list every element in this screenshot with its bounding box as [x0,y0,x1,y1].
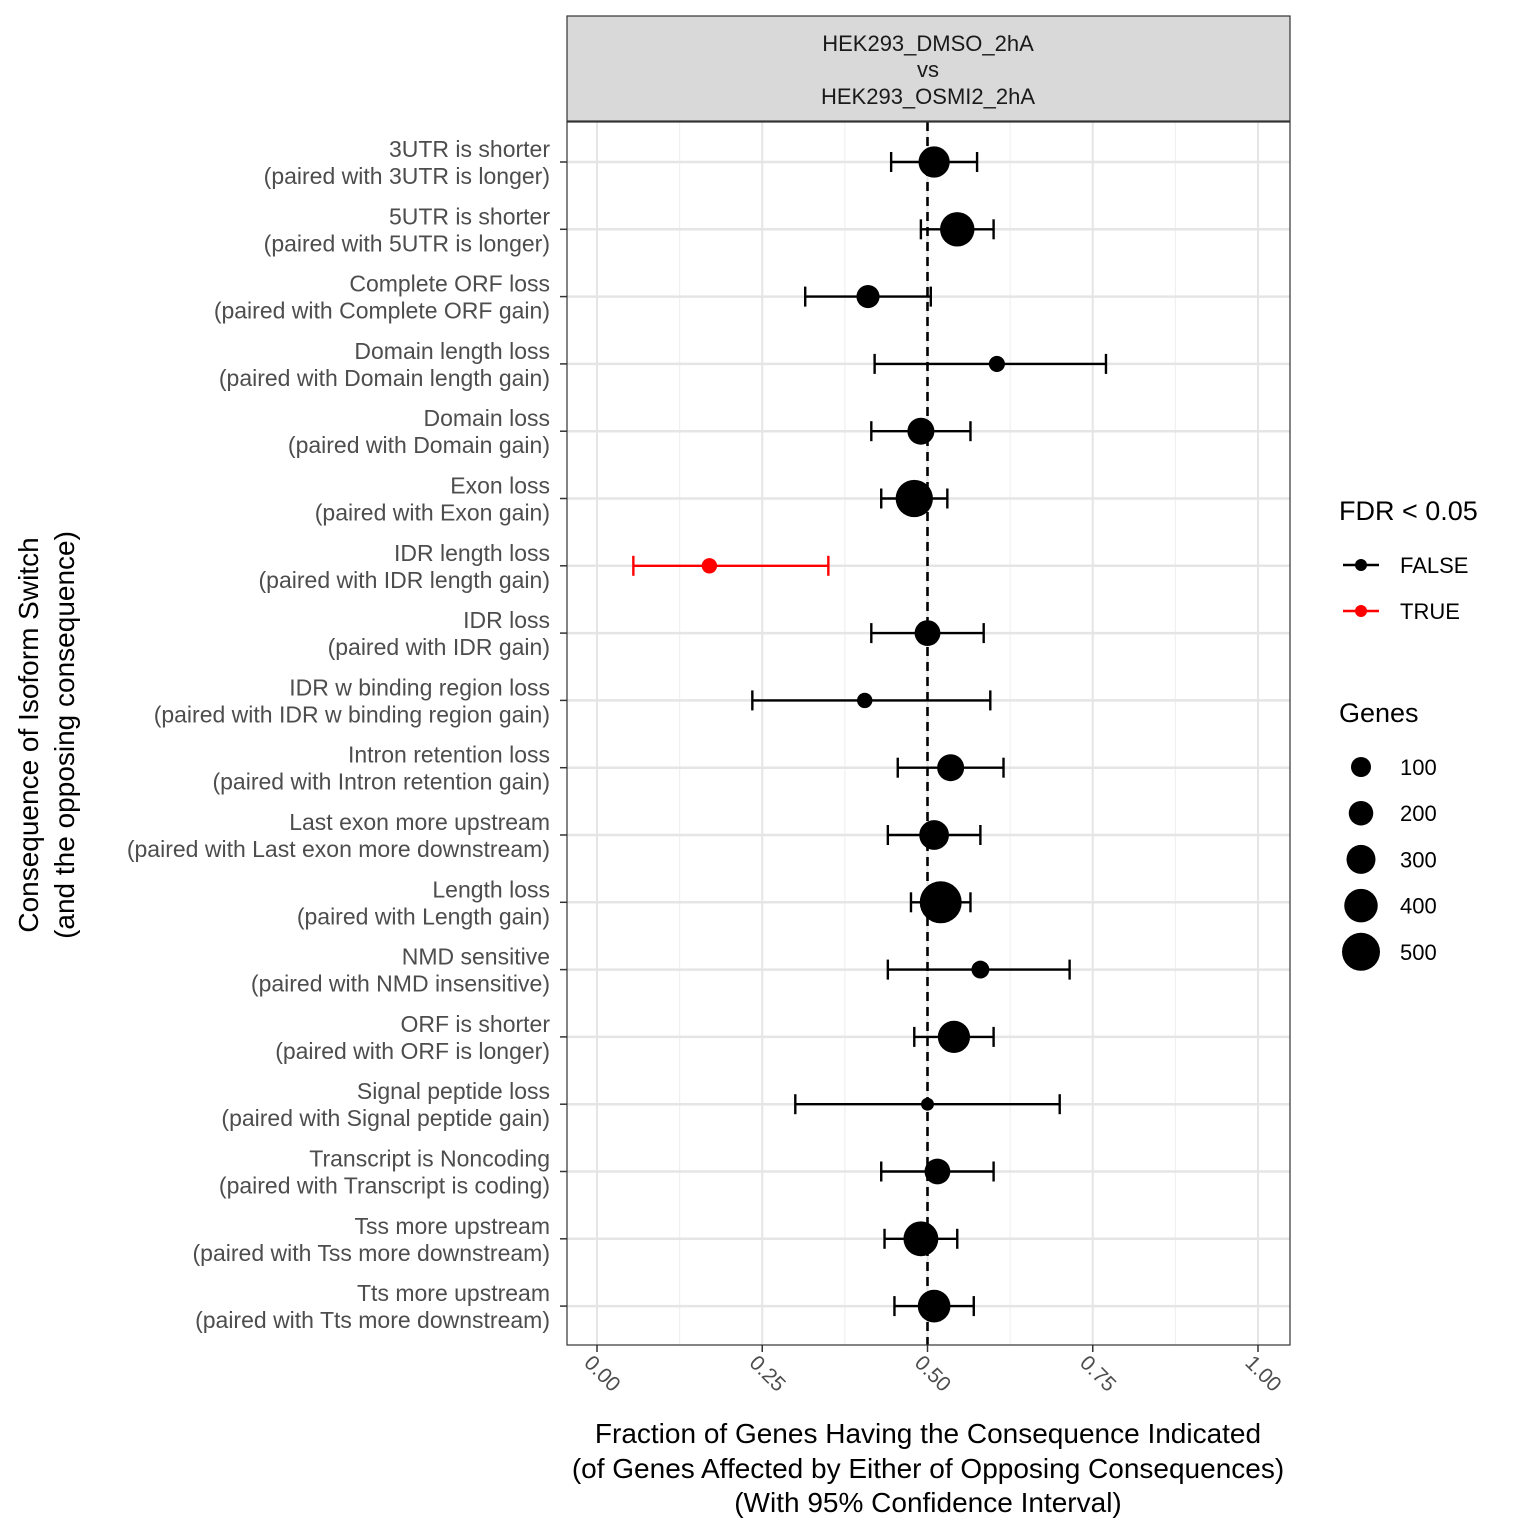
y-axis-title: Consequence of Isoform Switch (and the o… [13,531,80,939]
data-point [907,417,935,445]
y-label-paired: (paired with IDR length gain) [259,567,550,593]
data-point [919,881,962,924]
legend-genes-label: 400 [1400,894,1437,919]
legend-genes-key-point [1342,932,1380,971]
legend-genes-title: Genes [1339,698,1419,728]
y-label-consequence: Complete ORF loss [349,271,550,297]
panel-border [566,121,1291,1346]
y-label-paired: (paired with Domain length gain) [219,365,550,391]
data-point [971,960,990,979]
legend-genes-label: 300 [1400,847,1437,872]
legend-fdr-label: FALSE [1400,553,1468,578]
y-label-paired: (paired with IDR gain) [328,634,550,660]
y-label-paired: (paired with Last exon more downstream) [127,836,550,862]
legend-fdr-label: TRUE [1400,599,1460,624]
legend: FDR < 0.05 Genes FALSE TRUE 100 200 300 400 50… [1339,496,1478,971]
y-label-paired: (paired with Length gain) [297,903,550,929]
data-point [940,212,975,247]
legend-genes-label: 200 [1400,801,1437,826]
y-label-consequence: ORF is shorter [400,1011,550,1037]
y-label-paired: (paired with Domain gain) [288,432,550,458]
y-label-paired: (paired with Complete ORF gain) [214,298,550,324]
y-label-consequence: 5UTR is shorter [389,203,550,229]
x-tick-label: 0.00 [579,1351,624,1396]
x-tick-label: 0.25 [745,1351,790,1396]
legend-fdr-key-point [1355,559,1367,571]
y-label-consequence: Signal peptide loss [357,1078,550,1104]
legend-genes-label: 500 [1400,940,1437,965]
y-label-paired: (paired with 5UTR is longer) [264,230,550,256]
facet-strip-background [566,15,1291,122]
data-point [921,1097,934,1111]
legend-genes-key-point [1351,757,1371,777]
y-axis-tick-labels: 3UTR is shorter(paired with 3UTR is long… [127,136,567,1333]
y-label-consequence: IDR w binding region loss [289,674,550,700]
data-point [856,285,880,309]
legend-genes-key-point [1346,844,1376,874]
y-axis-title-line-1: Consequence of Isoform Switch [13,537,44,932]
y-label-consequence: Last exon more upstream [289,809,550,835]
data-point [917,1289,951,1323]
data-point [988,355,1005,372]
y-label-consequence: Exon loss [450,473,550,499]
x-axis-title: Fraction of Genes Having the Consequence… [572,1418,1284,1518]
legend-fdr-title: FDR < 0.05 [1339,496,1478,526]
data-point [919,820,949,850]
data-point [937,754,965,782]
y-label-consequence: Tss more upstream [354,1213,550,1239]
y-label-paired: (paired with Intron retention gain) [212,769,550,795]
y-label-consequence: IDR loss [463,607,550,633]
x-axis-title-line-1: Fraction of Genes Having the Consequence… [595,1418,1261,1449]
y-label-consequence: Domain length loss [354,338,550,364]
y-label-consequence: NMD sensitive [402,944,550,970]
plot-panel [566,121,1291,1346]
data-marks [632,146,1108,1323]
y-label-paired: (paired with Exon gain) [315,500,550,526]
data-point [937,1020,971,1054]
x-axis-title-line-3: (With 95% Confidence Interval) [734,1487,1122,1518]
x-axis-title-line-2: (of Genes Affected by Either of Opposing… [572,1453,1284,1484]
data-point [918,146,950,178]
y-label-paired: (paired with 3UTR is longer) [264,163,550,189]
y-label-consequence: Intron retention loss [348,742,550,768]
y-label-consequence: Domain loss [423,405,550,431]
data-point [914,620,941,646]
y-label-consequence: Transcript is Noncoding [309,1146,550,1172]
y-label-consequence: IDR length loss [394,540,550,566]
data-point [895,479,933,518]
x-tick-label: 0.75 [1075,1351,1120,1396]
y-label-consequence: 3UTR is shorter [389,136,550,162]
facet-strip-line-2: vs [917,57,939,82]
y-label-paired: (paired with IDR w binding region gain) [154,701,550,727]
y-label-consequence: Length loss [432,876,550,902]
legend-fdr-key-point [1355,605,1367,617]
facet-strip-line-3: HEK293_OSMI2_2hA [821,84,1035,109]
y-label-paired: (paired with Transcript is coding) [219,1173,550,1199]
legend-genes-key-point [1348,800,1374,826]
x-tick-label: 1.00 [1240,1351,1285,1396]
x-axis-tick-labels: 0.00 0.25 0.50 0.75 1.00 [579,1345,1286,1396]
y-label-consequence: Tts more upstream [357,1280,550,1306]
y-label-paired: (paired with Signal peptide gain) [221,1105,550,1131]
data-point [857,692,873,709]
legend-genes-label: 100 [1400,755,1437,780]
data-point [903,1221,939,1257]
y-label-paired: (paired with ORF is longer) [275,1038,550,1064]
legend-genes-key-point [1344,888,1378,923]
y-axis-title-line-2: (and the opposing consequence) [49,531,80,939]
facet-strip-line-1: HEK293_DMSO_2hA [822,31,1034,56]
y-label-paired: (paired with Tts more downstream) [195,1307,550,1333]
x-tick-label: 0.50 [910,1351,955,1396]
data-point [924,1158,951,1185]
data-point [701,558,718,574]
facet-strip: HEK293_DMSO_2hA vs HEK293_OSMI2_2hA [566,15,1291,122]
y-label-paired: (paired with Tss more downstream) [193,1240,550,1266]
y-label-paired: (paired with NMD insensitive) [251,971,550,997]
